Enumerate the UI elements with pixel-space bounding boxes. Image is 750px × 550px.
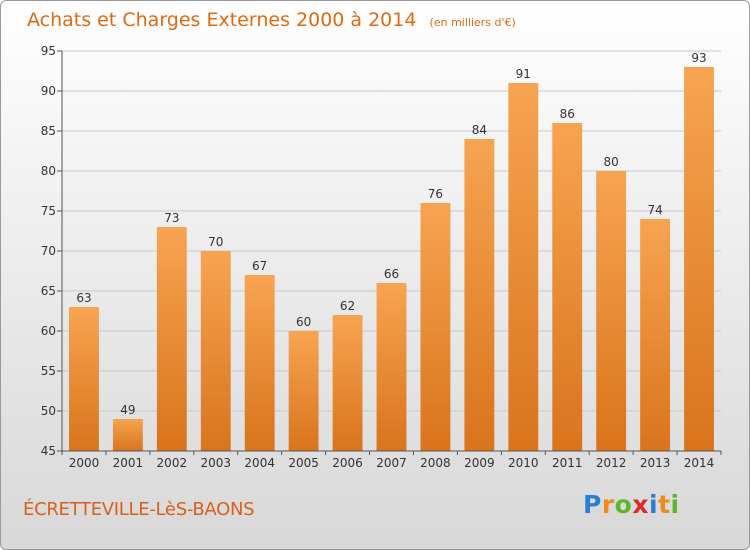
x-tick-label: 2009	[464, 456, 495, 470]
y-tick-label: 50	[41, 404, 56, 418]
bar	[640, 219, 671, 451]
bar	[420, 203, 451, 451]
x-tick-label: 2005	[288, 456, 319, 470]
bar	[596, 171, 627, 451]
x-tick-label: 2008	[420, 456, 451, 470]
value-label: 91	[516, 67, 531, 81]
bar	[288, 331, 319, 451]
proxiti-logo: Proxiti	[583, 490, 680, 519]
x-tick-label: 2014	[684, 456, 715, 470]
logo-letter: x	[632, 490, 649, 519]
x-tick-label: 2012	[596, 456, 627, 470]
x-tick-label: 2001	[113, 456, 144, 470]
logo-letter: r	[601, 490, 615, 519]
x-tick-label: 2000	[69, 456, 100, 470]
value-label: 84	[472, 123, 487, 137]
value-label: 76	[428, 187, 443, 201]
y-tick-label: 90	[41, 84, 56, 98]
value-label: 49	[120, 403, 135, 417]
value-label: 80	[604, 155, 619, 169]
value-label: 70	[208, 235, 223, 249]
y-tick-label: 65	[41, 284, 56, 298]
chart-title: Achats et Charges Externes 2000 à 2014	[27, 9, 417, 31]
bar	[156, 227, 187, 451]
x-tick-label: 2007	[376, 456, 407, 470]
value-label: 86	[560, 107, 575, 121]
value-label: 62	[340, 299, 355, 313]
value-label: 73	[164, 211, 179, 225]
bar	[332, 315, 363, 451]
x-axis-ticks: 2000 2001 2002 2003 2004 2005 2006 2007 2008 2009…	[61, 451, 722, 470]
x-tick-label: 2006	[332, 456, 363, 470]
value-label: 67	[252, 259, 267, 273]
x-tick-label: 2013	[640, 456, 671, 470]
y-tick-label: 70	[41, 244, 56, 258]
value-label: 60	[296, 315, 311, 329]
y-tick-label: 85	[41, 124, 56, 138]
bar	[508, 83, 539, 451]
logo-letter: P	[583, 490, 602, 519]
x-tick-label: 2003	[200, 456, 231, 470]
bar	[552, 123, 583, 451]
logo-letter: o	[614, 490, 633, 519]
y-tick-label: 55	[41, 364, 56, 378]
value-labels: 63 49 73 70 67 60 62 66 76 84 91 86 80 74 93	[76, 51, 706, 417]
bar	[69, 307, 99, 451]
y-axis-ticks: 45 50 55 60 65 70 75 80 85 90 95	[41, 44, 62, 458]
bar	[464, 139, 495, 451]
y-tick-label: 60	[41, 324, 56, 338]
y-tick-label: 95	[41, 44, 56, 58]
commune-name: ÉCRETTEVILLE-LèS-BAONS	[23, 499, 255, 520]
value-label: 63	[76, 291, 91, 305]
x-tick-label: 2004	[244, 456, 275, 470]
title-row: Achats et Charges Externes 2000 à 2014 (…	[27, 9, 516, 31]
logo-letter: t	[658, 490, 671, 519]
x-tick-label: 2010	[508, 456, 539, 470]
bar	[112, 419, 143, 451]
bar	[376, 283, 407, 451]
bar	[244, 275, 275, 451]
x-tick-label: 2011	[552, 456, 583, 470]
bars	[69, 67, 714, 451]
y-tick-label: 45	[41, 444, 56, 458]
value-label: 66	[384, 267, 399, 281]
logo-letter: i	[649, 490, 659, 519]
x-tick-label: 2002	[157, 456, 188, 470]
bar	[684, 67, 714, 451]
logo-letter: i	[670, 490, 680, 519]
chart-subtitle: (en milliers d'€)	[429, 16, 516, 29]
y-tick-label: 75	[41, 204, 56, 218]
y-tick-label: 80	[41, 164, 56, 178]
value-label: 93	[691, 51, 706, 65]
bar	[200, 251, 231, 451]
value-label: 74	[647, 203, 662, 217]
